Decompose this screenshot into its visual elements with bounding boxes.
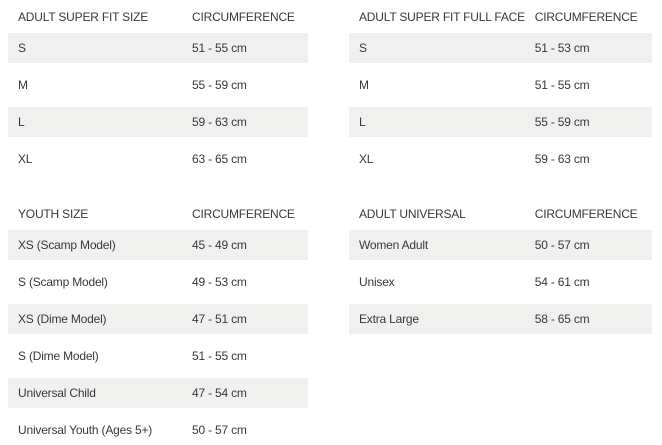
circumference-cell: 47 - 51 cm [192, 312, 247, 326]
circumference-cell: 51 - 55 cm [534, 78, 590, 92]
circumference-cell: 50 - 57 cm [192, 423, 247, 437]
size-cell: M [359, 78, 369, 92]
table-row: L 55 - 59 cm [349, 107, 652, 137]
size-cell: L [18, 115, 25, 129]
size-cell: Universal Child [18, 386, 96, 400]
circumference-header: CIRCUMFERENCE [192, 9, 295, 24]
table-row: Universal Child 47 - 54 cm [8, 378, 308, 408]
size-cell: S (Dime Model) [18, 349, 99, 363]
circumference-cell: 63 - 65 cm [192, 152, 247, 166]
circumference-header: CIRCUMFERENCE [534, 9, 638, 24]
size-table-adult-universal: ADULT UNIVERSAL CIRCUMFERENCE Women Adul… [349, 197, 652, 445]
size-cell: Universal Youth (Ages 5+) [18, 423, 153, 437]
size-table-adult-super-fit: ADULT SUPER FIT SIZE CIRCUMFERENCE S 51 … [8, 0, 308, 181]
circumference-cell: 50 - 57 cm [534, 238, 590, 252]
table-row: Extra Large 58 - 65 cm [349, 304, 652, 334]
table-row: XS (Scamp Model) 45 - 49 cm [8, 230, 308, 260]
table-row: Universal Youth (Ages 5+) 50 - 57 cm [8, 415, 308, 445]
circumference-header: CIRCUMFERENCE [534, 206, 638, 221]
table-row: L 59 - 63 cm [8, 107, 308, 137]
circumference-cell: 51 - 55 cm [192, 349, 247, 363]
table-row: S 51 - 53 cm [349, 33, 652, 63]
table-row: XS (Dime Model) 47 - 51 cm [8, 304, 308, 334]
table-row: S (Dime Model) 51 - 55 cm [8, 341, 308, 371]
table-row: Unisex 54 - 61 cm [349, 267, 652, 297]
circumference-cell: 59 - 63 cm [192, 115, 247, 129]
size-cell: L [359, 115, 366, 129]
circumference-cell: 55 - 59 cm [534, 115, 590, 129]
size-cell: M [18, 78, 28, 92]
table-title: ADULT SUPER FIT FULL FACE [359, 9, 525, 24]
circumference-header: CIRCUMFERENCE [192, 206, 295, 221]
table-row: Women Adult 50 - 57 cm [349, 230, 652, 260]
circumference-cell: 51 - 55 cm [192, 41, 247, 55]
size-cell: XL [359, 152, 374, 166]
size-table-adult-super-fit-full-face: ADULT SUPER FIT FULL FACE CIRCUMFERENCE … [349, 0, 652, 181]
table-row: M 55 - 59 cm [8, 70, 308, 100]
size-cell: S [359, 41, 367, 55]
size-cell: XS (Scamp Model) [18, 238, 116, 252]
size-table-youth: YOUTH SIZE CIRCUMFERENCE XS (Scamp Model… [8, 197, 308, 445]
circumference-cell: 58 - 65 cm [534, 312, 590, 326]
size-cell: Women Adult [359, 238, 428, 252]
table-header-row: YOUTH SIZE CIRCUMFERENCE [8, 197, 308, 230]
table-row: S 51 - 55 cm [8, 33, 308, 63]
table-title: ADULT UNIVERSAL [359, 206, 466, 221]
size-cell: Extra Large [359, 312, 419, 326]
circumference-cell: 45 - 49 cm [192, 238, 247, 252]
table-header-row: ADULT UNIVERSAL CIRCUMFERENCE [349, 197, 652, 230]
size-cell: S (Scamp Model) [18, 275, 108, 289]
circumference-cell: 54 - 61 cm [534, 275, 590, 289]
table-row: XL 59 - 63 cm [349, 144, 652, 174]
table-title: YOUTH SIZE [18, 206, 89, 221]
size-cell: XS (Dime Model) [18, 312, 107, 326]
circumference-cell: 55 - 59 cm [192, 78, 247, 92]
table-header-row: ADULT SUPER FIT FULL FACE CIRCUMFERENCE [349, 0, 652, 33]
table-row: M 51 - 55 cm [349, 70, 652, 100]
circumference-cell: 59 - 63 cm [534, 152, 590, 166]
circumference-cell: 47 - 54 cm [192, 386, 247, 400]
size-cell: S [18, 41, 26, 55]
size-cell: Unisex [359, 275, 395, 289]
size-cell: XL [18, 152, 33, 166]
circumference-cell: 51 - 53 cm [534, 41, 590, 55]
table-title: ADULT SUPER FIT SIZE [18, 9, 149, 24]
table-header-row: ADULT SUPER FIT SIZE CIRCUMFERENCE [8, 0, 308, 33]
table-row: XL 63 - 65 cm [8, 144, 308, 174]
table-row: S (Scamp Model) 49 - 53 cm [8, 267, 308, 297]
circumference-cell: 49 - 53 cm [192, 275, 247, 289]
